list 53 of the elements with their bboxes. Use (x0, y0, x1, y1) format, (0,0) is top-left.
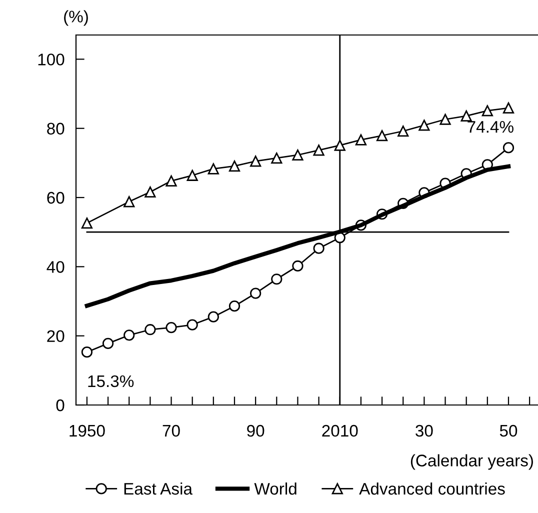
point (166, 322, 177, 334)
x-tick-label: 30 (416, 424, 433, 437)
point (186, 170, 198, 181)
point (440, 114, 451, 125)
point (502, 102, 514, 114)
y-tick-label: 20 (47, 330, 64, 342)
point (334, 140, 346, 151)
point (228, 300, 240, 312)
point (144, 324, 156, 336)
y-tick-label: 100 (38, 54, 64, 66)
point (250, 288, 262, 299)
point (313, 144, 324, 156)
point (124, 196, 135, 208)
x-tick-label: 50 (500, 424, 518, 437)
point (208, 311, 219, 322)
point (271, 274, 282, 285)
point (271, 152, 282, 164)
point (398, 126, 409, 137)
point (355, 134, 367, 146)
y-axis-title: (%) (64, 10, 88, 26)
point (292, 260, 304, 272)
point (166, 175, 177, 186)
annotation: 15.3% (88, 375, 134, 388)
y-tick-label: 60 (47, 192, 64, 204)
annotation: 74.4% (468, 121, 514, 133)
legend-label: World (254, 482, 296, 495)
point (186, 319, 198, 330)
point (124, 330, 135, 341)
point (228, 160, 240, 172)
x-axis-title: (Calendar years) (410, 454, 533, 470)
point (376, 130, 388, 142)
legend-label: Advanced countries (359, 482, 505, 495)
point (102, 338, 114, 350)
point (502, 142, 514, 154)
point (460, 110, 472, 122)
point (81, 218, 93, 229)
point (292, 149, 304, 161)
point (250, 156, 262, 167)
x-tick-label: 90 (247, 424, 264, 437)
y-tick-label: 40 (46, 261, 64, 273)
legend-label: East Asia (124, 482, 193, 495)
y-tick-label: 80 (47, 122, 64, 135)
point (144, 186, 156, 198)
x-tick-label: 70 (162, 424, 180, 437)
point (313, 242, 324, 254)
point (334, 232, 346, 244)
x-tick-label: 2010 (322, 424, 358, 437)
point (482, 105, 493, 116)
y-tick-label: 0 (56, 399, 64, 412)
point (81, 346, 93, 358)
x-tick-label: 1950 (70, 424, 105, 437)
point (208, 163, 219, 174)
point (418, 120, 430, 131)
